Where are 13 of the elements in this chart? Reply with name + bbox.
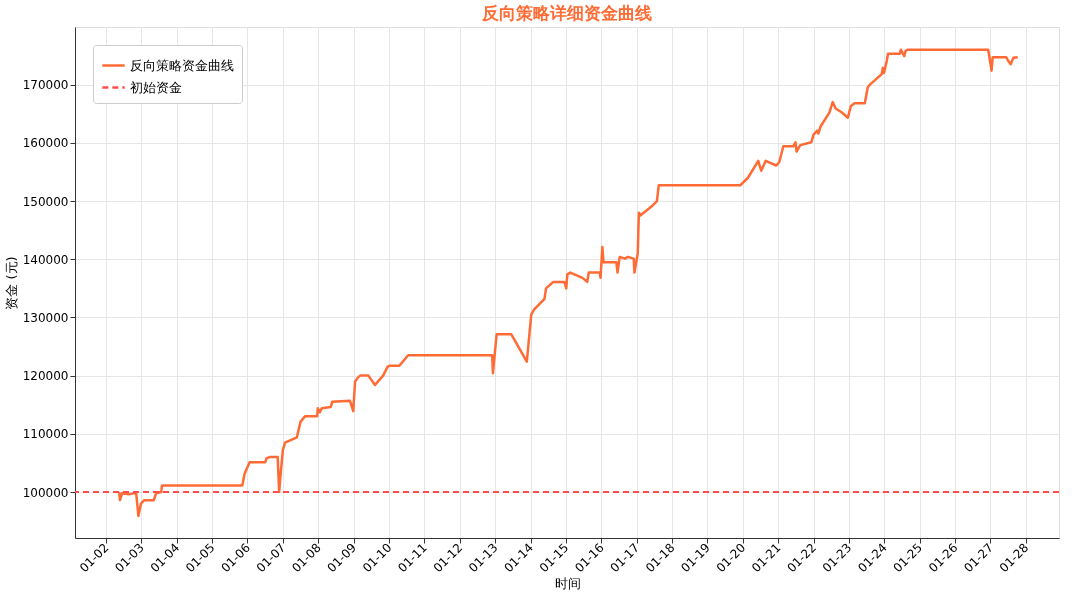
y-tick-label: 120000	[22, 369, 69, 384]
x-axis-title: 时间	[554, 576, 581, 592]
y-tick-label: 140000	[22, 252, 69, 267]
y-axis-title: 资金 (元)	[3, 256, 19, 310]
y-tick-label: 160000	[22, 136, 69, 151]
legend-label: 反向策略资金曲线	[130, 57, 234, 73]
legend-label: 初始资金	[130, 79, 182, 95]
y-tick-label: 110000	[22, 427, 69, 442]
y-tick-label: 100000	[22, 485, 69, 500]
y-tick-label: 170000	[22, 78, 69, 93]
y-tick-label: 150000	[22, 194, 69, 209]
y-tick-label: 130000	[22, 310, 69, 325]
chart-title: 反向策略详细资金曲线	[481, 3, 652, 23]
